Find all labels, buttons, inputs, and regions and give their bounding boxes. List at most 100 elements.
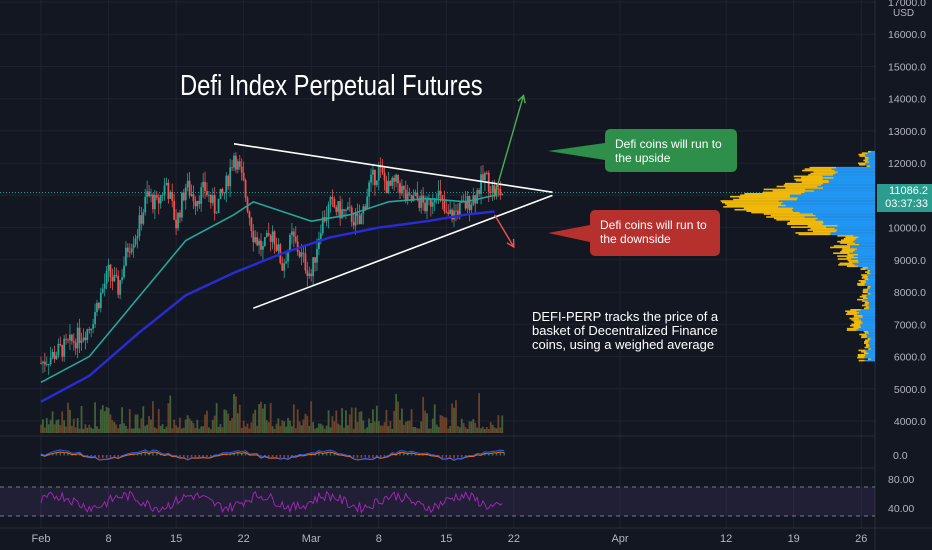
- profile-bar-sell: [863, 288, 869, 291]
- candle-body: [366, 196, 369, 210]
- profile-bar-sell: [851, 323, 861, 326]
- profile-bar-buy: [785, 204, 875, 207]
- projection-arrowhead: [506, 238, 515, 249]
- candle-body: [360, 213, 363, 225]
- volume-bar: [267, 422, 270, 433]
- profile-bar-buy: [867, 294, 875, 297]
- ma-slow-line: [40, 210, 495, 403]
- volume-bar: [236, 413, 239, 433]
- volume-bar: [292, 404, 295, 433]
- candle-body: [69, 334, 71, 341]
- candle-body: [244, 180, 247, 198]
- profile-bar-sell: [847, 243, 860, 246]
- candle-body: [63, 338, 66, 357]
- profile-bar-sell: [746, 210, 794, 212]
- macd-histogram-bar: [140, 452, 143, 456]
- rsi-band: [0, 487, 875, 516]
- candle-body: [111, 277, 114, 282]
- profile-bar-buy: [867, 297, 875, 299]
- candle-body: [381, 167, 384, 173]
- candle-body: [429, 199, 432, 207]
- volume-bar: [55, 420, 58, 433]
- volume-bar: [65, 426, 67, 433]
- volume-bar: [227, 413, 230, 433]
- volume-bar: [493, 427, 496, 433]
- volume-bar: [352, 428, 355, 433]
- volume-bar: [466, 428, 469, 433]
- profile-bar-sell: [861, 274, 867, 276]
- candle-body: [180, 192, 183, 218]
- profile-bar-sell: [744, 192, 802, 195]
- volume-bar: [298, 421, 301, 433]
- profile-bar-buy: [857, 256, 875, 259]
- volume-bar: [281, 420, 284, 433]
- candle-body: [443, 200, 446, 212]
- macd-histogram-bar: [105, 455, 108, 458]
- profile-bar-sell: [867, 358, 872, 360]
- volume-bar: [460, 418, 463, 433]
- candle-body: [125, 247, 127, 266]
- profile-bar-buy: [852, 262, 875, 265]
- profile-bar-buy: [870, 165, 875, 168]
- profile-bar-buy: [870, 287, 875, 289]
- volume-bar: [260, 401, 262, 433]
- macd-histogram-bar: [403, 452, 405, 456]
- profile-bar-sell: [861, 336, 867, 339]
- candle-body: [150, 194, 152, 197]
- volume-bar: [458, 427, 461, 433]
- candle-body: [61, 345, 64, 357]
- candle-body: [94, 312, 96, 325]
- candle-body: [146, 191, 149, 197]
- candle-body: [47, 364, 50, 365]
- profile-bar-sell: [846, 329, 857, 331]
- volume-bar: [325, 425, 328, 433]
- profile-bar-sell: [863, 307, 869, 310]
- candle-body: [356, 213, 359, 216]
- time-axis[interactable]: Feb 8 15 22 Mar 8 15 22 Apr 12 19 26: [32, 533, 868, 545]
- volume-bar: [341, 408, 343, 433]
- volume-bar: [277, 418, 280, 433]
- volume-bar: [478, 393, 481, 433]
- volume-bar: [316, 427, 318, 433]
- volume-bar: [389, 421, 392, 433]
- profile-bar-buy: [858, 261, 875, 263]
- candle-body: [424, 202, 426, 212]
- volume-bar: [350, 407, 353, 433]
- profile-bar-sell: [766, 216, 805, 218]
- profile-bar-buy: [868, 342, 875, 344]
- macd-histogram-bar: [291, 455, 293, 457]
- profile-bar-sell: [846, 265, 858, 268]
- volume-bar: [412, 427, 415, 433]
- macd-histogram-bar: [59, 451, 62, 456]
- candle-body: [304, 253, 307, 271]
- macd-histogram-bar: [352, 455, 355, 458]
- profile-bar-sell: [772, 190, 814, 192]
- volume-bar: [140, 418, 143, 433]
- candle-body: [491, 185, 494, 193]
- candle-body: [482, 174, 484, 181]
- profile-bar-sell: [858, 279, 866, 282]
- volume-bar: [69, 409, 71, 433]
- profile-bar-sell: [853, 314, 863, 317]
- candle-body: [119, 280, 122, 295]
- candle-body: [368, 182, 370, 197]
- profile-bar-sell: [734, 208, 792, 211]
- candle-body: [211, 195, 214, 203]
- macd-histogram-bar: [51, 453, 54, 456]
- profile-bar-sell: [867, 269, 871, 272]
- profile-bar-buy: [870, 285, 875, 288]
- profile-bar-buy: [864, 359, 875, 362]
- profile-bar-sell: [861, 294, 868, 297]
- upside-callout-pointer: [548, 143, 605, 160]
- volume-bar: [429, 428, 432, 433]
- profile-bar-sell: [848, 261, 859, 263]
- profile-bar-buy: [833, 177, 875, 179]
- candle-body: [194, 201, 197, 207]
- volume-bar: [244, 426, 247, 433]
- profile-bar-buy: [869, 301, 875, 304]
- profile-bar-sell: [862, 304, 868, 307]
- macd-histogram-bar: [294, 455, 297, 457]
- profile-bar-buy: [865, 162, 875, 165]
- candle-body: [136, 236, 139, 239]
